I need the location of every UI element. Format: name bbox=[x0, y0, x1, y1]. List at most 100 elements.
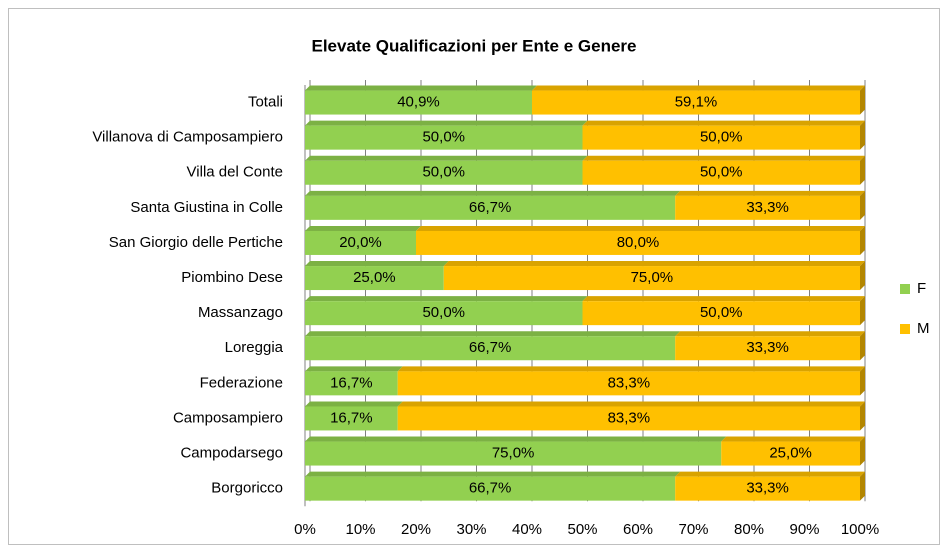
bar bbox=[582, 301, 860, 326]
data-label: 16,7% bbox=[330, 374, 373, 391]
data-label: 33,3% bbox=[746, 339, 789, 356]
bar bbox=[582, 125, 860, 150]
data-label: 50,0% bbox=[700, 304, 743, 321]
bar bbox=[582, 160, 860, 185]
x-tick-label: 60% bbox=[623, 521, 653, 538]
data-label: 20,0% bbox=[339, 234, 382, 251]
legend-label: F bbox=[917, 280, 926, 297]
y-tick-label: Totali bbox=[248, 94, 283, 111]
data-label: 75,0% bbox=[631, 269, 674, 286]
legend-swatch bbox=[900, 284, 910, 294]
data-label: 66,7% bbox=[469, 480, 512, 497]
bar-side bbox=[860, 225, 865, 255]
y-tick-label: Loreggia bbox=[225, 339, 284, 356]
data-label: 66,7% bbox=[469, 199, 512, 216]
bar-side bbox=[860, 471, 865, 501]
bar bbox=[531, 90, 860, 115]
bar-top bbox=[582, 296, 865, 302]
bar bbox=[675, 336, 860, 361]
y-tick-label: Camposampiero bbox=[173, 409, 283, 426]
bar bbox=[416, 230, 860, 255]
data-label: 33,3% bbox=[746, 199, 789, 216]
bar-top bbox=[416, 225, 865, 231]
y-tick-label: Santa Giustina in Colle bbox=[130, 199, 283, 216]
bar-side bbox=[860, 436, 865, 466]
bar bbox=[305, 441, 722, 466]
bar-top bbox=[675, 471, 865, 477]
bar-side bbox=[860, 190, 865, 220]
bar-top bbox=[582, 155, 865, 161]
bar-top bbox=[305, 471, 681, 477]
bar bbox=[305, 90, 532, 115]
bar-top bbox=[305, 436, 727, 442]
legend-label: M bbox=[917, 320, 930, 337]
bar-top bbox=[531, 85, 865, 91]
y-tick-label: Borgoricco bbox=[211, 480, 283, 497]
y-tick-label: San Giorgio delle Pertiche bbox=[109, 234, 283, 251]
x-tick-label: 20% bbox=[401, 521, 431, 538]
data-label: 25,0% bbox=[353, 269, 396, 286]
data-label: 80,0% bbox=[617, 234, 660, 251]
data-label: 83,3% bbox=[608, 374, 651, 391]
y-tick-label: Massanzago bbox=[198, 304, 283, 321]
bar-side bbox=[860, 155, 865, 185]
x-tick-label: 0% bbox=[294, 521, 316, 538]
bar bbox=[305, 160, 583, 185]
bar-side bbox=[860, 331, 865, 361]
bar-top bbox=[305, 261, 449, 267]
x-tick-label: 40% bbox=[512, 521, 542, 538]
bar bbox=[305, 230, 416, 255]
bar-top bbox=[305, 85, 537, 91]
bar-top bbox=[721, 436, 865, 442]
bar-top bbox=[582, 120, 865, 126]
bar-top bbox=[305, 190, 681, 196]
x-tick-label: 80% bbox=[734, 521, 764, 538]
bar bbox=[305, 336, 676, 361]
bar-top bbox=[397, 366, 865, 372]
bar bbox=[305, 371, 398, 396]
bar-top bbox=[305, 225, 421, 231]
data-label: 40,9% bbox=[397, 94, 440, 111]
bar-top bbox=[675, 190, 865, 196]
data-label: 25,0% bbox=[769, 445, 812, 462]
data-label: 50,0% bbox=[700, 164, 743, 181]
y-tick-label: Piombino Dese bbox=[181, 269, 283, 286]
bar-side bbox=[860, 261, 865, 291]
bar bbox=[397, 371, 860, 396]
data-label: 59,1% bbox=[675, 94, 718, 111]
x-tick-label: 90% bbox=[789, 521, 819, 538]
x-tick-label: 10% bbox=[345, 521, 375, 538]
bar-side bbox=[860, 366, 865, 396]
bar bbox=[305, 301, 583, 326]
data-label: 33,3% bbox=[746, 480, 789, 497]
bar bbox=[305, 195, 676, 220]
bar bbox=[305, 476, 676, 501]
data-label: 83,3% bbox=[608, 409, 651, 426]
bar-top bbox=[305, 401, 403, 407]
data-label: 75,0% bbox=[492, 445, 535, 462]
bar-side bbox=[860, 85, 865, 115]
data-label: 66,7% bbox=[469, 339, 512, 356]
x-tick-label: 70% bbox=[678, 521, 708, 538]
data-label: 50,0% bbox=[422, 164, 465, 181]
data-label: 50,0% bbox=[700, 129, 743, 146]
y-tick-label: Campodarsego bbox=[180, 445, 283, 462]
x-tick-label: 50% bbox=[567, 521, 597, 538]
bar-side bbox=[860, 296, 865, 326]
bar bbox=[397, 406, 860, 431]
legend-swatch bbox=[900, 324, 910, 334]
bar bbox=[305, 125, 583, 150]
chart-title: Elevate Qualificazioni per Ente e Genere bbox=[311, 36, 636, 55]
data-label: 50,0% bbox=[422, 129, 465, 146]
bar-top bbox=[305, 296, 588, 302]
y-tick-label: Villanova di Camposampiero bbox=[92, 129, 283, 146]
bar bbox=[305, 266, 444, 291]
bar-top bbox=[305, 331, 681, 337]
bar-top bbox=[443, 261, 865, 267]
bar bbox=[721, 441, 860, 466]
bar-top bbox=[305, 120, 588, 126]
bar bbox=[305, 406, 398, 431]
bar-side bbox=[860, 120, 865, 150]
y-tick-label: Villa del Conte bbox=[187, 164, 283, 181]
bar-side bbox=[860, 401, 865, 431]
